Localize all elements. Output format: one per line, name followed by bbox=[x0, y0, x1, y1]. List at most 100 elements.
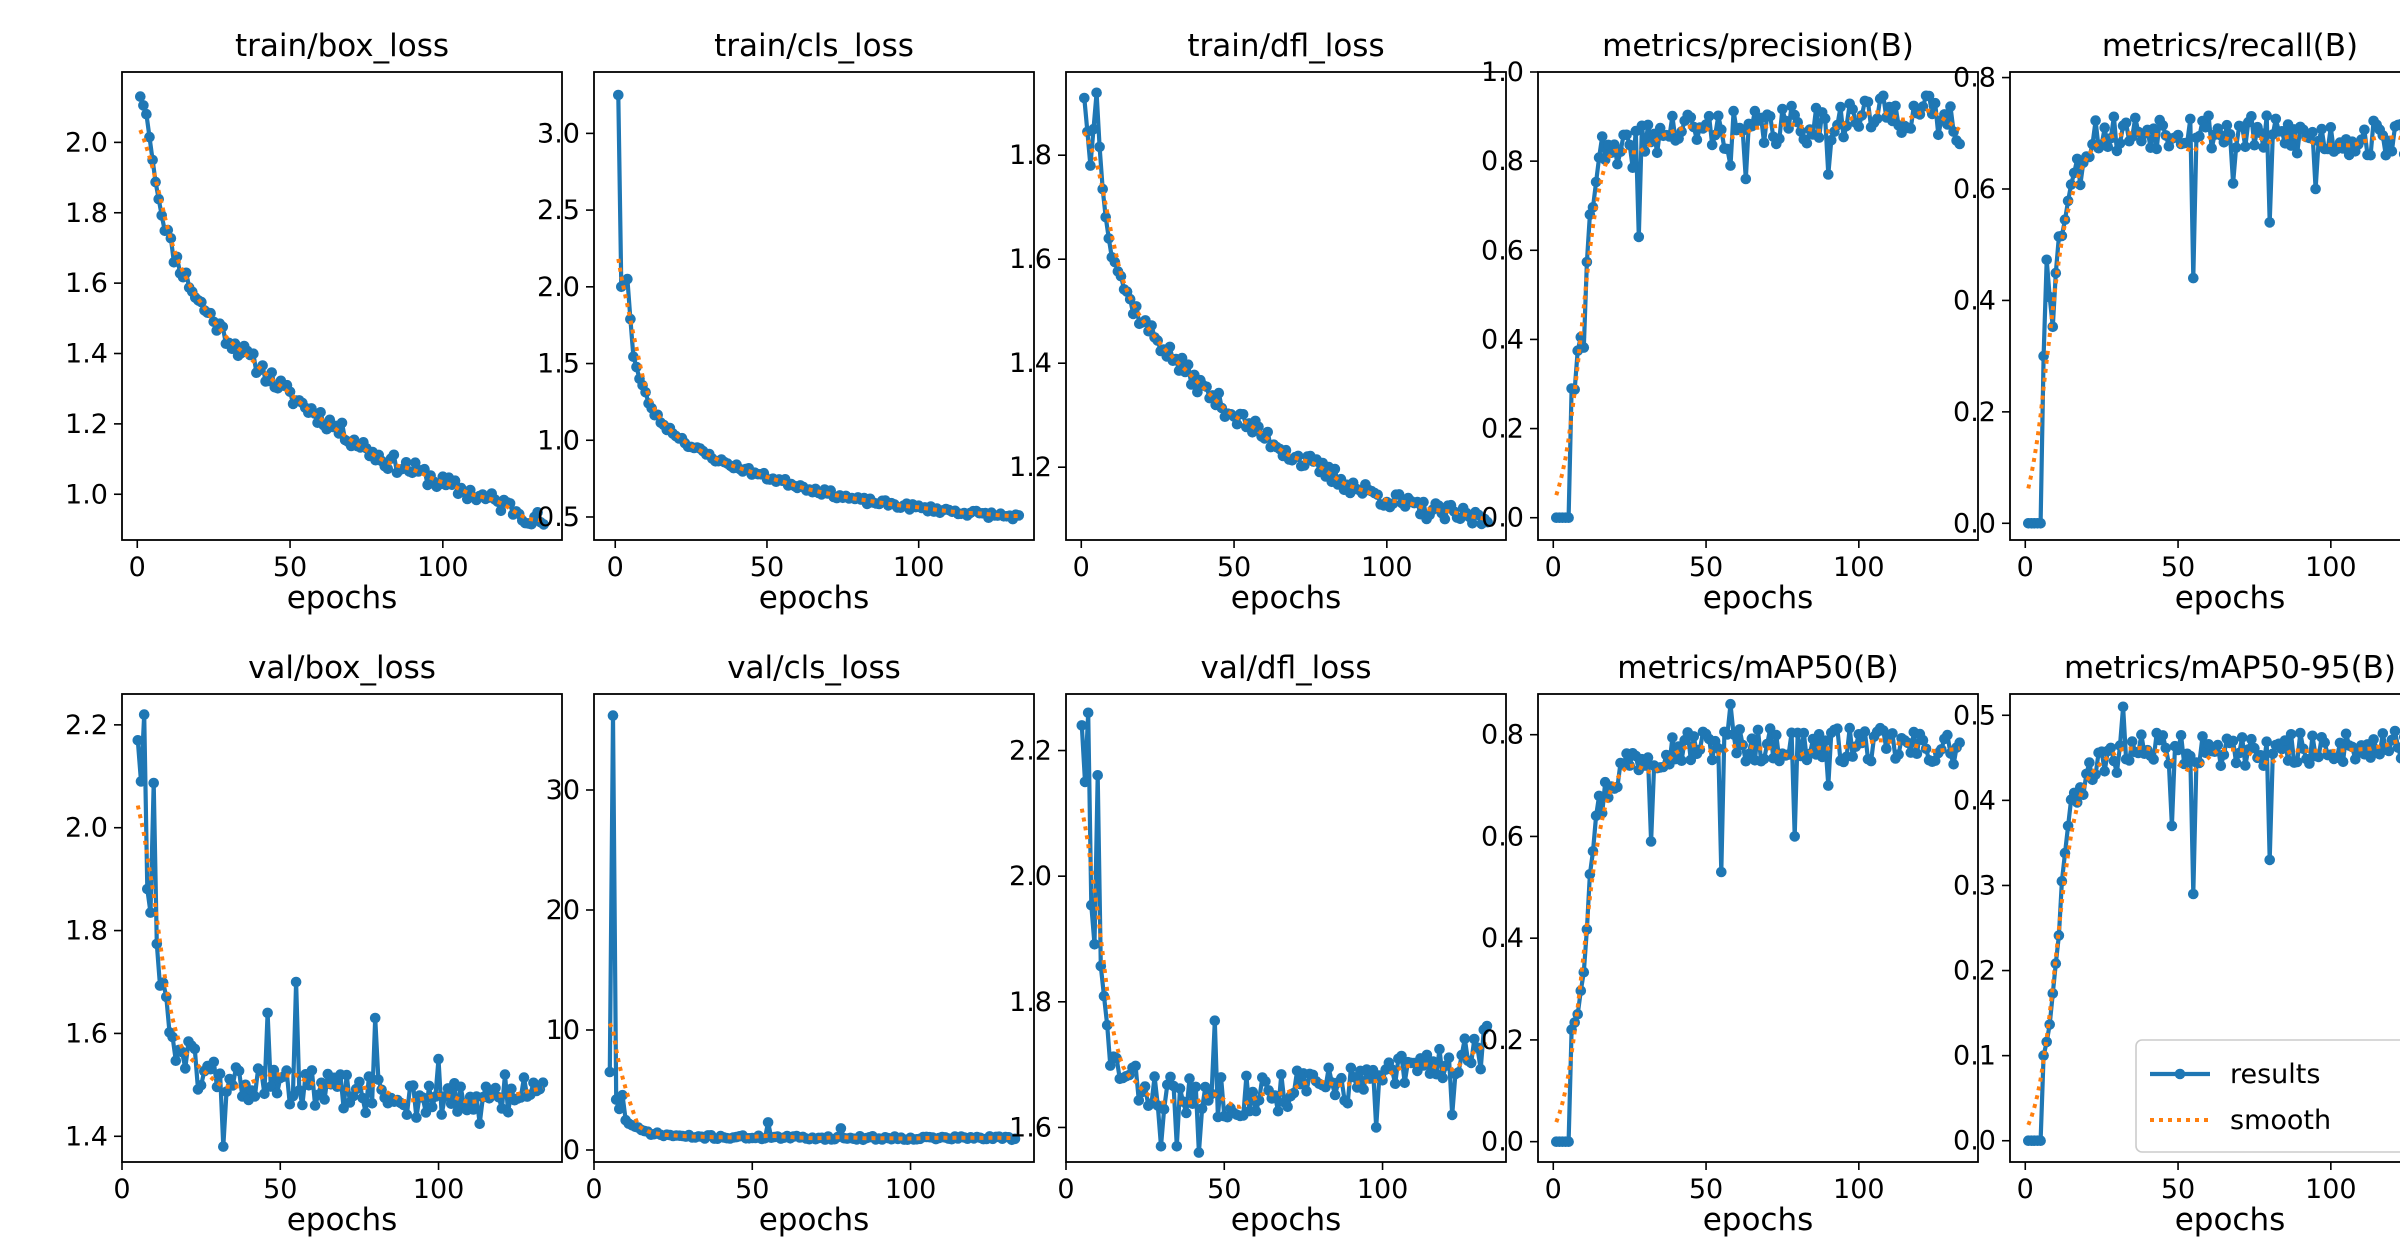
results-point bbox=[1734, 724, 1745, 735]
panel-frame bbox=[1537, 71, 1979, 541]
results-point bbox=[2261, 736, 2272, 747]
results-point bbox=[1706, 139, 1718, 151]
x-axis-label: epochs bbox=[2175, 1202, 2286, 1238]
legend-box bbox=[2135, 1039, 2400, 1153]
results-point bbox=[2148, 123, 2159, 134]
results-point bbox=[1427, 1056, 1439, 1067]
results-point bbox=[1929, 97, 1941, 109]
results-point bbox=[1323, 1062, 1334, 1074]
results-point bbox=[189, 1043, 201, 1055]
results-point bbox=[1181, 1107, 1192, 1119]
results-point bbox=[1288, 1087, 1300, 1099]
results-point bbox=[1209, 1015, 1221, 1026]
results-point bbox=[1847, 751, 1858, 762]
results-point bbox=[1563, 1136, 1574, 1147]
results-point bbox=[1939, 109, 1950, 120]
results-point bbox=[537, 1077, 549, 1088]
results-point bbox=[1079, 92, 1090, 104]
results-point bbox=[2157, 120, 2169, 131]
y-tick-label: 1.6 bbox=[1009, 244, 1052, 275]
results-point bbox=[2230, 142, 2242, 153]
results-point bbox=[1241, 1070, 1252, 1082]
results-point bbox=[1342, 1098, 1353, 1109]
results-point bbox=[1645, 836, 1657, 847]
results-point bbox=[2285, 729, 2297, 740]
y-tick-label: 0.6 bbox=[1481, 821, 1524, 852]
results-point bbox=[1013, 510, 1025, 521]
panel-title: val/box_loss bbox=[248, 650, 436, 686]
results-point bbox=[1079, 776, 1091, 788]
panel-frame bbox=[593, 71, 1035, 541]
results-point bbox=[1439, 513, 1451, 525]
results-point bbox=[2270, 113, 2282, 125]
results-point bbox=[2218, 749, 2230, 760]
results-point bbox=[1155, 1141, 1167, 1152]
y-tick-label: 0.2 bbox=[1953, 956, 1996, 987]
results-point bbox=[1389, 1078, 1401, 1089]
results-point bbox=[762, 1117, 774, 1128]
y-tick-label: 0.8 bbox=[1481, 146, 1524, 177]
results-point bbox=[2395, 753, 2400, 764]
results-point bbox=[1887, 728, 1898, 739]
results-point bbox=[2304, 758, 2315, 769]
results-point bbox=[1609, 139, 1620, 150]
y-tick-label: 0 bbox=[563, 1135, 580, 1166]
y-tick-label: 0.8 bbox=[1481, 720, 1524, 751]
results-point bbox=[1826, 134, 1837, 146]
results-point bbox=[1590, 176, 1602, 188]
x-tick-label: 100 bbox=[1361, 552, 1413, 583]
results-point bbox=[306, 1065, 318, 1076]
results-point bbox=[248, 348, 259, 360]
results-point bbox=[1130, 1060, 1141, 1072]
results-point bbox=[1713, 110, 1724, 122]
results-point bbox=[1786, 100, 1797, 112]
results-point bbox=[2276, 126, 2288, 137]
smooth-line bbox=[2026, 131, 2400, 489]
results-point bbox=[2340, 728, 2352, 740]
results-point bbox=[398, 1099, 410, 1111]
results-point bbox=[2227, 178, 2239, 189]
results-point bbox=[1301, 1086, 1312, 1097]
results-point bbox=[1667, 732, 1678, 743]
results-point bbox=[1247, 1086, 1259, 1098]
legend-smooth-label: smooth bbox=[2230, 1105, 2331, 1136]
results-point bbox=[1948, 759, 1959, 770]
x-tick-label: 100 bbox=[885, 1174, 937, 1205]
legend-results-label: results bbox=[2230, 1059, 2320, 1090]
results-point bbox=[1593, 790, 1605, 802]
results-point bbox=[1942, 119, 1953, 130]
panel-title: metrics/recall(B) bbox=[2102, 28, 2358, 64]
results-point bbox=[1835, 101, 1846, 113]
results-point bbox=[1923, 90, 1935, 102]
results-point bbox=[1798, 727, 1810, 739]
results-point bbox=[1752, 724, 1764, 736]
results-point bbox=[452, 1106, 463, 1117]
y-tick-label: 2.2 bbox=[65, 710, 108, 741]
results-point bbox=[1878, 90, 1889, 102]
results-point bbox=[1774, 133, 1785, 144]
results-point bbox=[2197, 731, 2208, 742]
results-point bbox=[1076, 720, 1088, 731]
results-point bbox=[1193, 1147, 1205, 1158]
results-point bbox=[142, 883, 153, 895]
y-tick-label: 0.4 bbox=[1953, 285, 1996, 316]
x-tick-label: 0 bbox=[2017, 1174, 2034, 1205]
smooth-line bbox=[1554, 108, 1961, 496]
y-tick-label: 0.3 bbox=[1953, 870, 1996, 901]
panel-train-box-loss: train/box_loss 0 50 100 1.0 1.2 1.4 1.6 1.8 2.0 ep… bbox=[65, 28, 563, 616]
results-point bbox=[1749, 105, 1761, 117]
panel-title: val/dfl_loss bbox=[1201, 650, 1372, 686]
results-point bbox=[1092, 770, 1103, 781]
results-point bbox=[2240, 141, 2251, 153]
results-point bbox=[2246, 111, 2257, 122]
x-tick-label: 50 bbox=[2161, 552, 2195, 583]
results-point bbox=[1094, 141, 1105, 153]
x-tick-label: 0 bbox=[113, 1174, 130, 1205]
x-axis-label: epochs bbox=[1703, 580, 1814, 616]
y-tick-label: 1.5 bbox=[537, 349, 580, 380]
series-group bbox=[135, 91, 549, 530]
results-point bbox=[294, 1085, 305, 1096]
y-tick-label: 3.0 bbox=[537, 118, 580, 149]
results-point bbox=[2285, 140, 2297, 151]
y-tick-label: 1.0 bbox=[537, 425, 580, 456]
